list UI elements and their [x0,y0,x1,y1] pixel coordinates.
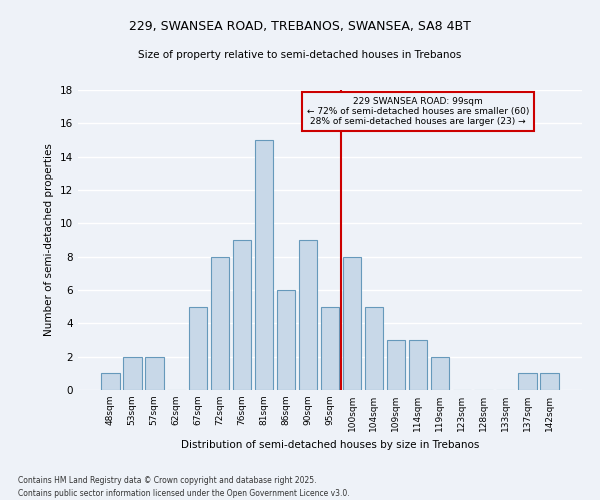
Bar [211,256,229,390]
Text: Contains public sector information licensed under the Open Government Licence v3: Contains public sector information licen… [18,488,350,498]
Bar [365,306,383,390]
Bar [123,356,142,390]
Bar [320,306,340,390]
Bar [431,356,449,390]
Text: Size of property relative to semi-detached houses in Trebanos: Size of property relative to semi-detach… [139,50,461,60]
Bar [145,356,164,390]
Text: 229, SWANSEA ROAD, TREBANOS, SWANSEA, SA8 4BT: 229, SWANSEA ROAD, TREBANOS, SWANSEA, SA… [129,20,471,33]
Text: Contains HM Land Registry data © Crown copyright and database right 2025.: Contains HM Land Registry data © Crown c… [18,476,317,485]
Bar [518,374,537,390]
Bar [299,240,317,390]
Y-axis label: Number of semi-detached properties: Number of semi-detached properties [44,144,55,336]
Bar [189,306,208,390]
Bar [233,240,251,390]
Bar [541,374,559,390]
Bar [409,340,427,390]
Bar [255,140,274,390]
Bar [277,290,295,390]
X-axis label: Distribution of semi-detached houses by size in Trebanos: Distribution of semi-detached houses by … [181,440,479,450]
Bar [343,256,361,390]
Bar [386,340,405,390]
Text: 229 SWANSEA ROAD: 99sqm
← 72% of semi-detached houses are smaller (60)
28% of se: 229 SWANSEA ROAD: 99sqm ← 72% of semi-de… [307,96,529,126]
Bar [101,374,119,390]
